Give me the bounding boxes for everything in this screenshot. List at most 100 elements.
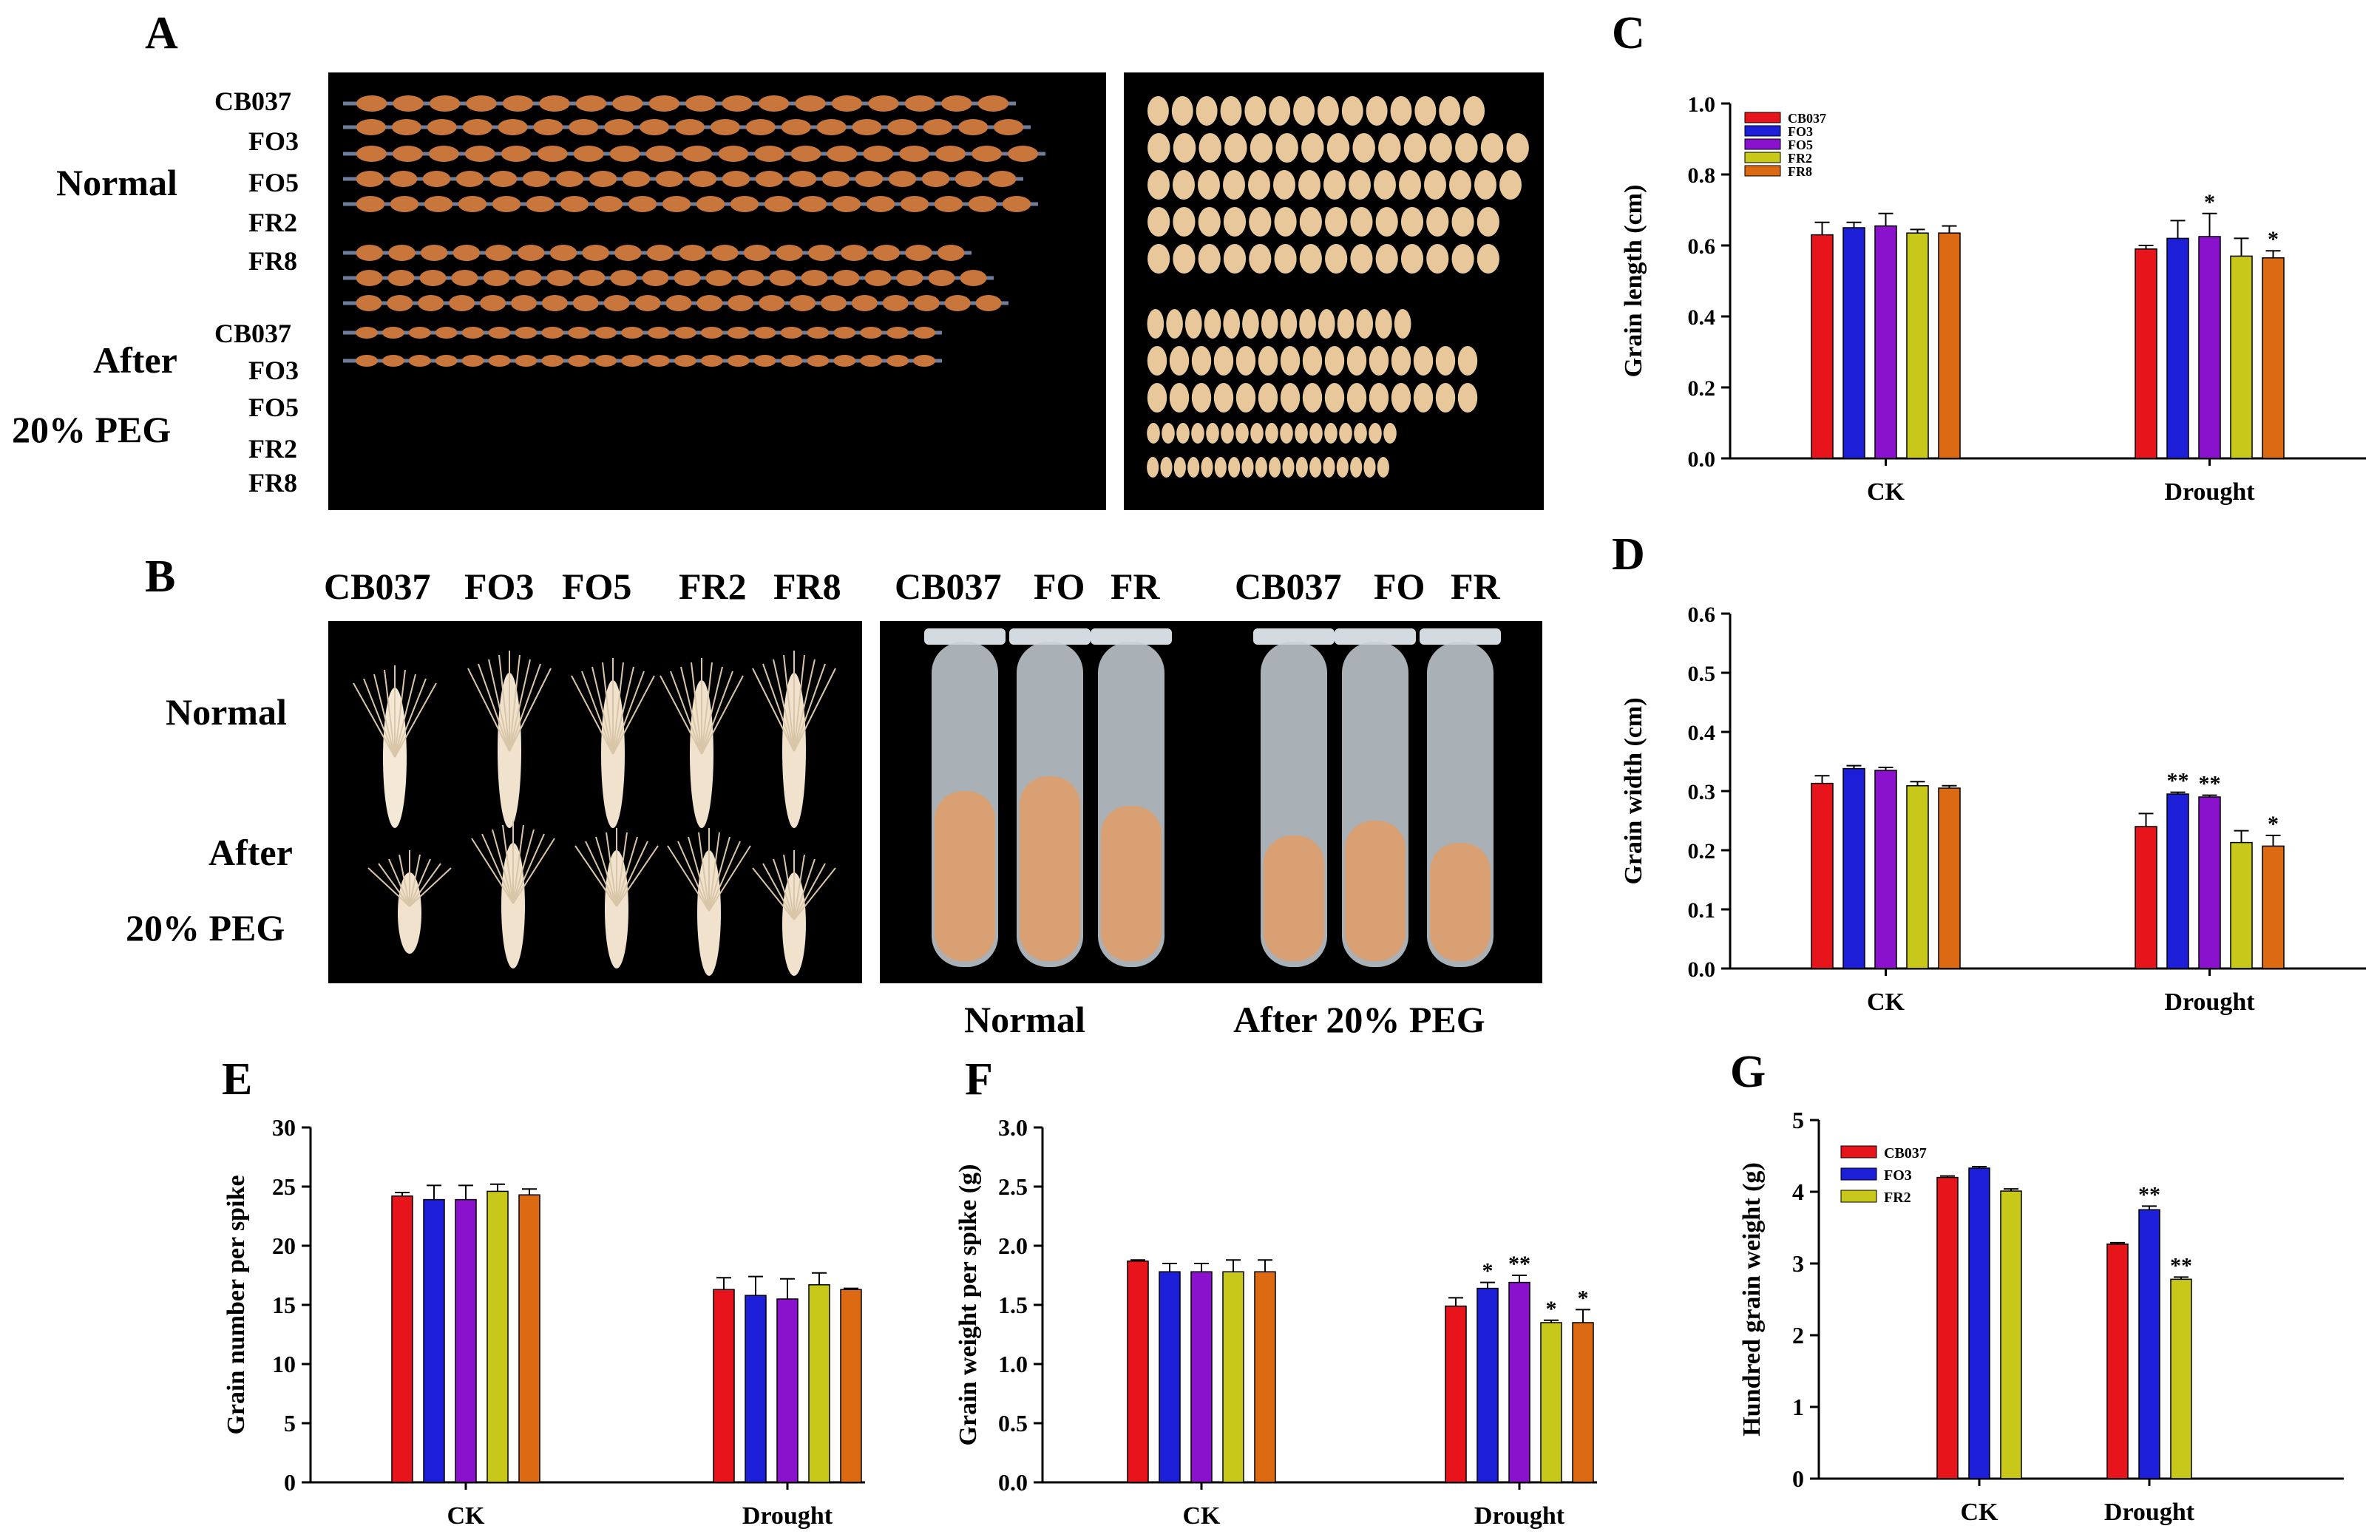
y-tick-label: 10: [272, 1351, 296, 1377]
grain-seed: [1318, 309, 1335, 339]
tube-header: FR: [1111, 566, 1160, 607]
grain-seed: [1378, 133, 1401, 163]
spike-awn: [478, 663, 510, 752]
grain-seed: [1429, 133, 1452, 163]
grain-seed: [662, 196, 691, 212]
grain-seed: [887, 119, 918, 135]
y-tick-label: 2.0: [998, 1232, 1028, 1259]
grain-seed: [1323, 170, 1346, 200]
legend-label: FO5: [1788, 138, 1813, 152]
grain-seed: [833, 270, 860, 286]
grain-seed: [728, 295, 754, 311]
legend-label: FR8: [1788, 164, 1812, 179]
grain-seed: [1426, 207, 1449, 237]
spike-awn: [698, 832, 710, 912]
grain-seed: [1394, 309, 1411, 339]
spike-awn: [612, 666, 634, 755]
bar-fo5: [776, 1298, 799, 1483]
grain-seed: [582, 245, 609, 261]
grain-seed: [393, 95, 424, 112]
grain-seed: [461, 327, 484, 339]
grain-seed: [1295, 457, 1308, 478]
legend-label: FR2: [1884, 1190, 1911, 1206]
bar-fr2: [808, 1284, 830, 1483]
bar-cb037: [713, 1289, 735, 1483]
bar-fr8: [2262, 257, 2285, 459]
grain-seed: [1214, 457, 1227, 478]
legend-label: CB037: [1788, 111, 1826, 126]
panel-letter-d: D: [1612, 529, 1645, 580]
significance-mark: *: [2268, 227, 2279, 251]
grain-seed: [578, 270, 606, 286]
grain-seed: [356, 146, 387, 162]
bar-fr2: [1222, 1271, 1244, 1483]
y-tick-label: 1.0: [1688, 92, 1716, 117]
spike-awn: [512, 833, 545, 904]
tube-photo: [880, 621, 1542, 983]
grain-seed: [1201, 457, 1213, 478]
tube-grain-fill: [935, 791, 995, 961]
bar-fo5: [1190, 1271, 1213, 1483]
grain-seed: [537, 146, 568, 162]
grain-seed: [517, 245, 545, 261]
grain-seed: [485, 245, 512, 261]
tube-grain-fill: [1430, 843, 1491, 961]
grain-seed: [1147, 457, 1159, 478]
grain-seed: [1228, 457, 1241, 478]
tube-cap: [1091, 628, 1172, 645]
bar-cb037: [1445, 1305, 1467, 1483]
legend-swatch: [1840, 1145, 1877, 1159]
spike-awn: [708, 832, 720, 912]
tube-header: FR: [1451, 566, 1500, 607]
y-tick-label: 3.0: [998, 1114, 1028, 1141]
grain-seed: [614, 245, 642, 261]
grain-seed: [755, 171, 784, 187]
grain-seed: [488, 355, 511, 367]
significance-mark: *: [2268, 812, 2279, 836]
wheat-spike: [383, 688, 407, 828]
grain-seed: [515, 355, 538, 367]
grain-seed: [722, 95, 753, 112]
spike-awn: [793, 858, 816, 920]
grain-seed: [1173, 457, 1186, 478]
grain-seed: [1223, 309, 1241, 339]
bar-fo3: [745, 1295, 767, 1483]
grain-seed: [833, 355, 856, 367]
grain-seed: [462, 119, 492, 135]
grain-seed: [988, 171, 1017, 187]
grain-seed: [1249, 207, 1272, 237]
spike-awn: [467, 668, 510, 752]
grain-seed: [1250, 133, 1273, 163]
tube-grain-fill: [1020, 776, 1080, 961]
significance-mark: *: [1546, 1297, 1557, 1321]
grain-seed: [1221, 423, 1234, 444]
grain-seed: [711, 245, 739, 261]
grain-seed: [1480, 133, 1504, 163]
grain-seed: [449, 295, 475, 311]
grain-seed: [1280, 383, 1301, 413]
spike-awn: [793, 654, 805, 752]
spike-awn: [793, 663, 826, 752]
bar-fo3: [2166, 793, 2189, 969]
grain-seed: [827, 146, 858, 162]
grain-seed: [1171, 96, 1193, 126]
grain-seed: [501, 146, 532, 162]
spike-awn: [773, 858, 795, 920]
grain-seed: [977, 95, 1009, 112]
spike-awn: [606, 832, 617, 907]
panel-letter-a: A: [145, 8, 178, 58]
x-category-label: CK: [1183, 1502, 1221, 1530]
panel-a-row-label: FR2: [248, 434, 297, 464]
grain-seed: [1147, 383, 1167, 413]
y-tick-label: 0.0: [1688, 447, 1716, 472]
grain-seed: [1375, 309, 1392, 339]
grain-seed: [498, 119, 528, 135]
grain-seed: [1147, 346, 1167, 376]
grain-seed: [541, 355, 564, 367]
spike-awn: [384, 669, 396, 758]
spike-image: [353, 651, 836, 976]
bar-fo3: [2138, 1209, 2160, 1479]
grain-seed: [1352, 133, 1375, 163]
grain-seed: [647, 355, 671, 367]
grain-seed: [1323, 457, 1335, 478]
